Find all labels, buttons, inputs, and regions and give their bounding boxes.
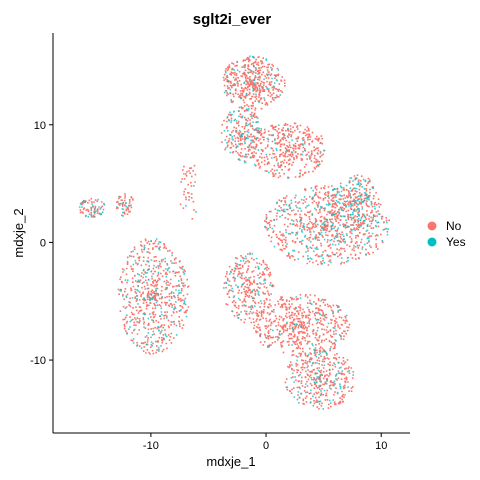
y-axis-label: mdxje_2	[11, 208, 26, 257]
y-tick-label: 0	[40, 237, 46, 249]
y-tick-label: -10	[30, 355, 46, 367]
x-tick-label: 0	[263, 440, 269, 452]
x-axis-label: mdxje_1	[206, 454, 255, 469]
scatter-points	[78, 55, 390, 410]
y-tick-label: 10	[34, 120, 46, 132]
cluster-points-no	[115, 193, 134, 217]
cluster-points-no	[223, 252, 275, 324]
cluster-points-no	[117, 238, 190, 355]
x-axis-ticks: -10 0 10	[143, 433, 387, 452]
x-tick-label: -10	[143, 440, 159, 452]
chart-title: sglt2i_ever	[193, 11, 272, 28]
legend-label-yes: Yes	[446, 235, 466, 249]
x-tick-label: 10	[375, 440, 387, 452]
cluster-points-yes	[264, 184, 389, 265]
cluster-points-yes	[329, 177, 381, 231]
cluster-points-no	[79, 197, 105, 218]
cluster-points-yes	[286, 348, 354, 410]
legend-label-no: No	[446, 219, 462, 233]
cluster-points-yes	[223, 106, 262, 164]
cluster-points-no	[179, 164, 197, 220]
legend-key-no	[427, 221, 437, 231]
legend: No Yes	[427, 219, 466, 249]
legend-key-yes	[427, 237, 437, 247]
y-axis-ticks: -10 0 10	[30, 120, 53, 367]
cluster-points-no	[253, 294, 351, 357]
cluster-points-yes	[116, 196, 131, 217]
